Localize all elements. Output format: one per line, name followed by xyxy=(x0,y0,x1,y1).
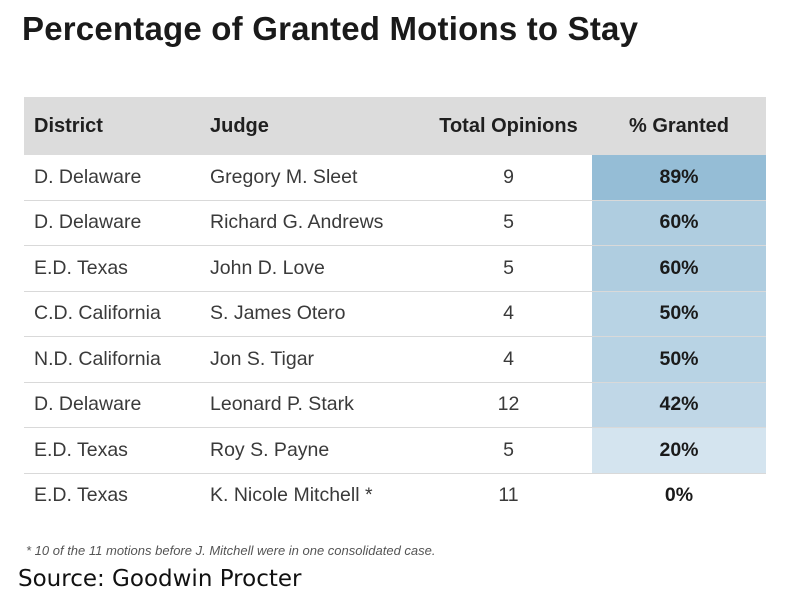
source-credit: Source: Goodwin Procter xyxy=(18,566,302,592)
header-row: District Judge Total Opinions % Granted xyxy=(24,97,766,155)
judge-cell: Roy S. Payne xyxy=(210,427,425,474)
total-opinions-cell: 4 xyxy=(425,336,592,383)
judge-cell: Leonard P. Stark xyxy=(210,382,425,428)
total-opinions-cell: 4 xyxy=(425,291,592,337)
judge-cell: S. James Otero xyxy=(210,291,425,337)
total-opinions-cell: 12 xyxy=(425,382,592,428)
table-row: N.D. California Jon S. Tigar 4 50% xyxy=(24,336,766,383)
percent-granted-cell: 60% xyxy=(592,200,766,246)
percent-granted-cell: 0% xyxy=(592,473,766,518)
judge-cell: K. Nicole Mitchell * xyxy=(210,484,373,507)
table-row: E.D. Texas John D. Love 5 60% xyxy=(24,245,766,292)
percent-granted-cell: 89% xyxy=(592,155,766,201)
table-row: D. Delaware Gregory M. Sleet 9 89% xyxy=(24,155,766,201)
judge-cell: Richard G. Andrews xyxy=(210,200,425,246)
table-row: E.D. Texas K. Nicole Mitchell * 11 0% xyxy=(24,473,766,518)
total-opinions-cell: 5 xyxy=(425,245,592,292)
percent-granted-cell: 60% xyxy=(592,245,766,292)
district-cell: C.D. California xyxy=(24,291,210,337)
district-cell: D. Delaware xyxy=(24,155,210,201)
footnote: * 10 of the 11 motions before J. Mitchel… xyxy=(26,543,436,558)
percent-granted-cell: 20% xyxy=(592,427,766,474)
district-cell: N.D. California xyxy=(24,336,210,383)
column-header-percent-granted: % Granted xyxy=(592,97,766,155)
total-opinions-cell: 5 xyxy=(425,200,592,246)
table-row: D. Delaware Richard G. Andrews 5 60% xyxy=(24,200,766,246)
judge-cell: Jon S. Tigar xyxy=(210,336,425,383)
total-opinions-cell: 5 xyxy=(425,427,592,474)
table-body: D. Delaware Gregory M. Sleet 9 89% D. Delawa… xyxy=(24,155,766,518)
column-header-district: District xyxy=(24,97,210,155)
column-header-judge: Judge xyxy=(210,97,425,155)
table-row: E.D. Texas Roy S. Payne 5 20% xyxy=(24,427,766,474)
table-row: C.D. California S. James Otero 4 50% xyxy=(24,291,766,337)
judge-cell: Gregory M. Sleet xyxy=(210,155,425,201)
district-cell: D. Delaware xyxy=(24,200,210,246)
granted-motions-table: District Judge Total Opinions % Granted … xyxy=(24,97,766,518)
district-cell: E.D. Texas xyxy=(34,484,128,507)
total-opinions-cell: 9 xyxy=(425,155,592,201)
chart-title: Percentage of Granted Motions to Stay xyxy=(22,10,639,47)
district-cell: E.D. Texas xyxy=(24,427,210,474)
judge-cell: John D. Love xyxy=(210,245,425,292)
column-header-total-opinions: Total Opinions xyxy=(425,97,592,155)
percent-granted-cell: 50% xyxy=(592,291,766,337)
percent-granted-cell: 50% xyxy=(592,336,766,383)
percent-granted-cell: 42% xyxy=(592,382,766,428)
total-opinions-cell: 11 xyxy=(498,484,519,507)
table-row: D. Delaware Leonard P. Stark 12 42% xyxy=(24,382,766,428)
district-cell: E.D. Texas xyxy=(24,245,210,292)
district-cell: D. Delaware xyxy=(24,382,210,428)
